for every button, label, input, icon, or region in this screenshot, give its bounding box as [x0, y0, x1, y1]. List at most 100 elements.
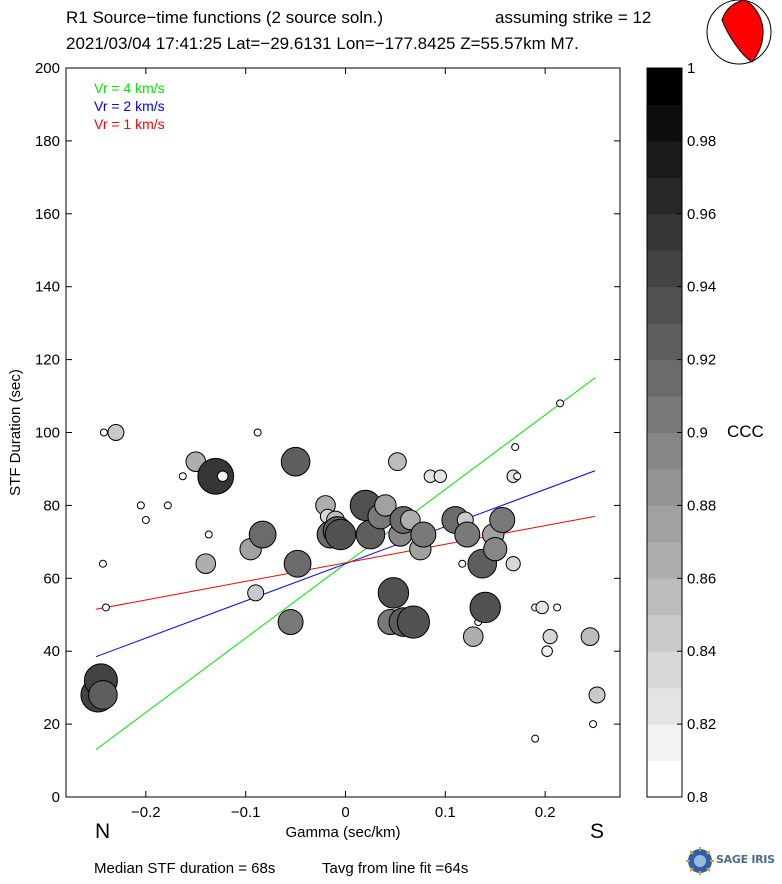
sage-logo: SAGE IRIS: [686, 846, 776, 876]
colorbar-tick-label: 0.96: [687, 206, 716, 223]
data-point-8: [141, 515, 150, 524]
data-point-4: [98, 559, 107, 568]
y-tick-label: 120: [35, 352, 60, 369]
data-point-5: [101, 603, 110, 612]
colorbar-band-5: [647, 578, 682, 616]
x-tick-label: 0: [341, 804, 349, 821]
fit-line-1: [95, 470, 596, 658]
data-point-49: [454, 521, 481, 548]
colorbar-band-18: [647, 104, 682, 142]
south-label: S: [590, 820, 605, 843]
tavg-text: Tavg from line fit =64s: [322, 860, 469, 877]
data-point-12: [195, 553, 217, 575]
colorbar-label: CCC: [727, 422, 764, 441]
data-point-63: [535, 600, 549, 615]
data-point-55: [483, 537, 508, 562]
colorbar-tick-label: 0.98: [687, 133, 716, 150]
y-tick-label: 0: [52, 789, 60, 806]
colorbar-tick-label: 0.82: [687, 716, 716, 733]
colorbar-band-2: [647, 687, 682, 725]
data-point-13: [204, 530, 213, 539]
colorbar-tick-label: 0.8: [687, 789, 708, 806]
data-point-33: [374, 494, 397, 517]
colorbar-band-1: [647, 724, 682, 762]
nsf-globe-icon: [686, 847, 714, 875]
data-point-60: [513, 472, 522, 481]
data-point-18: [253, 428, 262, 437]
x-tick-label: −0.2: [131, 804, 161, 821]
colorbar-band-10: [647, 396, 682, 433]
plot-area: [66, 68, 620, 797]
data-point-22: [283, 549, 312, 578]
data-point-29: [324, 518, 357, 551]
colorbar-band-0: [647, 760, 682, 798]
legend-entry-2: Vr = 1 km/s: [94, 116, 165, 132]
north-label: N: [95, 820, 111, 843]
sage-logo-text: SAGE IRIS: [716, 853, 775, 866]
colorbar-band-3: [647, 651, 682, 689]
colorbar-band-8: [647, 468, 682, 506]
y-tick-label: 20: [43, 716, 60, 733]
data-point-36: [388, 452, 407, 472]
data-point-47: [458, 559, 467, 568]
data-point-2: [88, 680, 118, 710]
colorbar-band-17: [647, 140, 682, 178]
colorbar-tick-label: 0.92: [687, 352, 716, 369]
colorbar-tick-label: 0.88: [687, 497, 716, 514]
colorbar-band-13: [647, 286, 682, 324]
colorbar-band-7: [647, 505, 682, 543]
colorbar-band-14: [647, 250, 682, 288]
y-tick-label: 40: [43, 643, 60, 660]
y-tick-label: 100: [35, 425, 60, 442]
colorbar-tick-label: 0.94: [687, 279, 716, 296]
colorbar-band-9: [647, 432, 682, 470]
data-point-50: [462, 626, 484, 647]
data-point-14: [197, 457, 235, 495]
colorbar-band-11: [647, 359, 682, 397]
colorbar-tick-label: 0.9: [687, 425, 708, 442]
data-point-17: [247, 584, 265, 602]
data-point-68: [580, 627, 600, 647]
y-tick-label: 200: [35, 60, 60, 77]
data-point-64: [541, 645, 553, 658]
colorbar-band-16: [647, 177, 682, 215]
data-point-7: [136, 501, 145, 510]
data-point-59: [511, 443, 520, 452]
data-point-45: [433, 469, 448, 483]
data-point-20: [277, 609, 304, 636]
colorbar-band-15: [647, 213, 682, 251]
median-stf-text: Median STF duration = 68s: [94, 860, 276, 877]
chart-title: R1 Source−time functions (2 source soln.…: [66, 8, 384, 27]
event-info: 2021/03/04 17:41:25 Lat=−29.6131 Lon=−17…: [66, 34, 579, 53]
data-point-56: [489, 506, 516, 533]
y-tick-label: 140: [35, 279, 60, 296]
data-point-3: [99, 428, 108, 437]
data-point-10: [178, 472, 187, 481]
x-tick-label: 0.1: [435, 804, 456, 821]
colorbar-band-6: [647, 541, 682, 579]
data-point-35: [377, 577, 410, 609]
y-tick-label: 80: [43, 497, 60, 514]
colorbar-tick-label: 1: [687, 60, 695, 77]
x-axis-label: Gamma (sec/km): [285, 824, 400, 841]
data-point-53: [469, 591, 501, 624]
data-point-6: [107, 424, 125, 441]
data-point-15: [216, 470, 229, 483]
colorbar-tick-label: 0.84: [687, 643, 716, 660]
y-tick-label: 60: [43, 570, 60, 587]
data-point-61: [531, 734, 540, 743]
x-tick-label: −0.1: [231, 804, 261, 821]
strike-text: assuming strike = 12: [495, 8, 652, 27]
data-point-70: [588, 686, 606, 704]
x-tick-label: 0.2: [535, 804, 556, 821]
y-tick-label: 160: [35, 206, 60, 223]
colorbar-band-4: [647, 614, 682, 652]
data-point-43: [410, 521, 437, 548]
focal-mechanism-icon: [706, 0, 772, 65]
data-point-19: [248, 520, 277, 549]
legend-entry-1: Vr = 2 km/s: [94, 98, 165, 114]
colorbar-band-19: [647, 68, 682, 105]
y-tick-label: 180: [35, 133, 60, 150]
colorbar-band-12: [647, 323, 682, 361]
